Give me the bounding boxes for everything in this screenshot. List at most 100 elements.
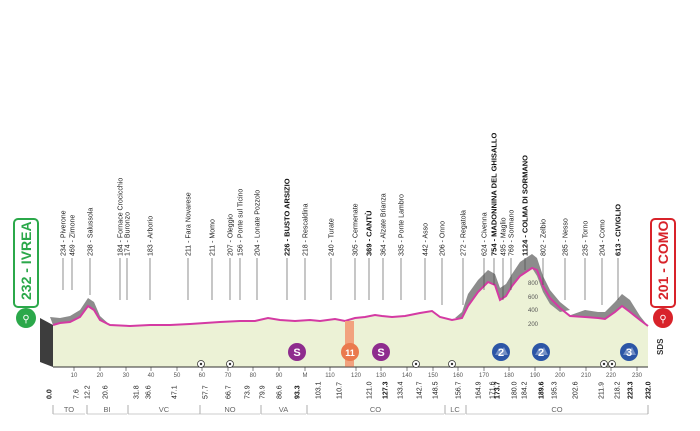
distance-label: 180.0 <box>512 381 519 399</box>
place-label: 207 - Oleggio <box>228 214 235 256</box>
profile-shadow <box>40 318 53 367</box>
distance-label: 127.3 <box>383 381 390 399</box>
distance-label: 47.1 <box>172 385 179 399</box>
altitude-scale-label: 600 <box>528 295 539 301</box>
km-tick-label: 180 <box>504 373 515 379</box>
place-label: 369 - CANTÙ <box>365 211 374 256</box>
km-tick-label: 20 <box>97 373 104 379</box>
distance-label: 164.9 <box>476 381 483 399</box>
marker-label: 11 <box>345 348 355 358</box>
marker-label: 2 <box>498 347 504 359</box>
finish-label: 201 - COMO <box>655 221 671 300</box>
distance-label: 57.7 <box>203 385 210 399</box>
distance-label: 142.7 <box>417 381 424 399</box>
marker-label: 3 <box>626 347 632 359</box>
km-tick-label: 120 <box>351 373 362 379</box>
distance-label: 173.7 <box>495 381 502 399</box>
place-label: 218 - Rescaldina <box>303 203 310 256</box>
km-tick-label: 210 <box>581 373 592 379</box>
distance-label: 189.6 <box>539 381 546 399</box>
marker-sprint: S <box>288 343 306 361</box>
distance-label: 110.7 <box>337 382 344 399</box>
distance-label: 133.4 <box>398 381 405 399</box>
service-icon <box>448 360 456 368</box>
distance-label: 93.3 <box>295 385 302 399</box>
place-label: 235 - Torno <box>583 221 590 256</box>
altitude-scale-label: 200 <box>528 322 539 328</box>
place-label: 364 - Alzate Brianza <box>381 193 388 256</box>
altitude-scale-label: 800 <box>528 281 539 287</box>
km-tick-label: 80 <box>250 373 257 379</box>
distance-label: 156.7 <box>456 381 463 399</box>
place-label: 495 - Maglio <box>501 217 508 256</box>
region-label: VC <box>159 405 170 414</box>
region-label: VA <box>279 405 288 414</box>
km-tick-label: 30 <box>123 373 130 379</box>
place-label: 802 - Zelbio <box>541 219 548 256</box>
start-badge: 232 - IVREA ⚲ <box>13 218 39 328</box>
region-band: TO BI VC NO VA CO LC CO <box>52 405 649 415</box>
race-markers: S 11 S 2 2 3 <box>197 343 638 368</box>
place-label: 442 - Asso <box>423 223 430 256</box>
place-label: 211 - Fara Novarese <box>186 192 193 256</box>
km-tick-label: 130 <box>376 373 387 379</box>
km-tick-label: 110 <box>325 373 335 379</box>
km-tick-label: M <box>303 373 308 379</box>
place-label: 240 - Turate <box>329 218 336 256</box>
marker-kom: 2 <box>532 343 550 361</box>
distance-label: 79.9 <box>260 385 267 399</box>
svg-text:⚲: ⚲ <box>659 314 666 325</box>
place-label: 206 - Onno <box>440 221 447 256</box>
service-icon <box>197 360 205 368</box>
start-label: 232 - IVREA <box>18 221 34 300</box>
place-label: 211 - Momo <box>210 219 217 256</box>
km-tick-label: 70 <box>225 373 232 379</box>
distance-label: 0.0 <box>47 389 54 399</box>
distance-label: 211.9 <box>599 382 606 399</box>
place-label: 156 - Ponte sul Ticino <box>238 189 245 256</box>
km-tick-label: 200 <box>555 373 566 379</box>
place-label: 769 - Sormano <box>509 210 516 256</box>
place-label: 613 - CIVIGLIO <box>614 204 623 256</box>
distance-label: 73.9 <box>245 385 252 399</box>
region-label: BI <box>103 405 110 414</box>
marker-sprint: S <box>372 343 390 361</box>
place-label: 204 - Lonate Pozzolo <box>255 190 262 256</box>
profile-face <box>53 268 648 367</box>
place-label: 272 - Regatola <box>461 210 468 256</box>
svg-text:⚲: ⚲ <box>22 314 29 325</box>
km-tick-label: 50 <box>174 373 181 379</box>
region-label: LC <box>450 405 460 414</box>
distance-label: 36.6 <box>146 385 153 399</box>
finish-bike-icon <box>653 308 673 328</box>
place-label: 285 - Nesso <box>563 218 570 256</box>
service-icon <box>608 360 616 368</box>
distance-label: 171.6 <box>490 381 497 399</box>
marker-label: 2 <box>538 347 544 359</box>
km-tick-label: 190 <box>530 373 541 379</box>
distance-labels: 0.0 7.6 12.2 20.6 31.8 36.6 47.1 57.7 66.7 73.9 79… <box>47 381 653 399</box>
distance-label: 31.8 <box>134 385 141 399</box>
distance-label: 223.3 <box>628 381 635 399</box>
km-tick-label: 140 <box>402 373 413 379</box>
km-tick-label: 230 <box>632 373 643 379</box>
region-label: NO <box>224 405 235 414</box>
region-label: TO <box>64 405 74 414</box>
place-label: 238 - Salussola <box>88 208 95 256</box>
marker-label: S <box>377 347 384 359</box>
place-label: 226 - BUSTO ARSIZIO <box>283 178 292 256</box>
distance-label: 148.5 <box>433 381 440 399</box>
place-label: 624 - Civenna <box>482 212 489 256</box>
start-bike-icon <box>16 308 36 328</box>
place-label: 204 - Como <box>600 219 607 256</box>
service-icon <box>600 360 608 368</box>
region-label: CO <box>370 405 381 414</box>
distance-label: 12.2 <box>85 385 92 399</box>
km-scale: 10 20 30 40 50 60 70 80 90 M 110 120 130 140 150 160 170… <box>53 366 648 379</box>
altitude-scale-label: 400 <box>528 308 539 314</box>
place-label: 1124 - COLMA DI SORMANO <box>521 155 530 256</box>
distance-label: 184.2 <box>522 381 529 399</box>
distance-label: 121.0 <box>367 381 374 399</box>
